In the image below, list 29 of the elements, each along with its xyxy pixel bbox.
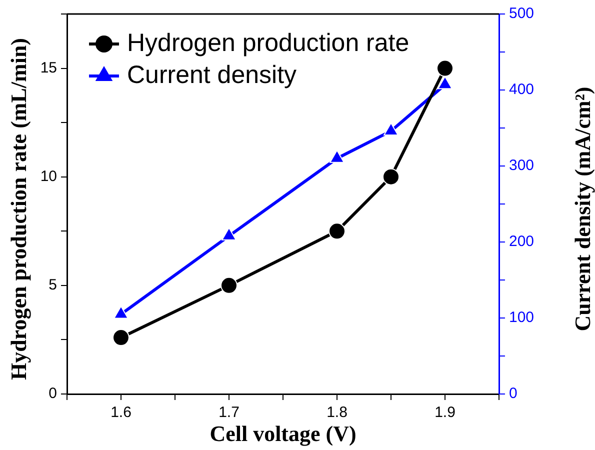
y2-tick-label: 300 <box>509 157 534 174</box>
point <box>438 76 452 90</box>
y2-tick-label: 400 <box>509 81 534 98</box>
y2-tick-label: 100 <box>509 309 534 326</box>
point <box>330 150 344 163</box>
y2-tick-label: 500 <box>509 5 534 22</box>
point <box>384 122 398 136</box>
y-tick-label: 10 <box>40 168 57 185</box>
point <box>112 329 130 346</box>
y-axis-title: Hydrogen production rate (mL/min) <box>6 38 31 380</box>
x-tick-label: 1.7 <box>218 404 240 422</box>
y2-tick-label: 200 <box>509 233 534 250</box>
x-axis-title: Cell voltage (V) <box>210 421 356 446</box>
x-tick-label: 1.8 <box>326 404 348 422</box>
point <box>220 276 238 294</box>
y2-axis-title: Current density (mA/cm²) <box>570 86 595 332</box>
point <box>436 60 454 77</box>
point <box>114 306 128 319</box>
point <box>222 227 236 240</box>
point <box>328 222 346 240</box>
legend-label: Hydrogen production rate <box>127 28 410 57</box>
y-tick-label: 5 <box>48 276 57 294</box>
y2-tick-label: 0 <box>509 385 518 402</box>
y-tick-label: 0 <box>48 385 57 402</box>
x-tick-label: 1.6 <box>110 404 132 422</box>
x-tick-label: 1.9 <box>434 404 456 422</box>
y-tick-label: 15 <box>40 59 57 76</box>
point <box>382 168 400 186</box>
legend-label: Current density <box>127 60 298 89</box>
